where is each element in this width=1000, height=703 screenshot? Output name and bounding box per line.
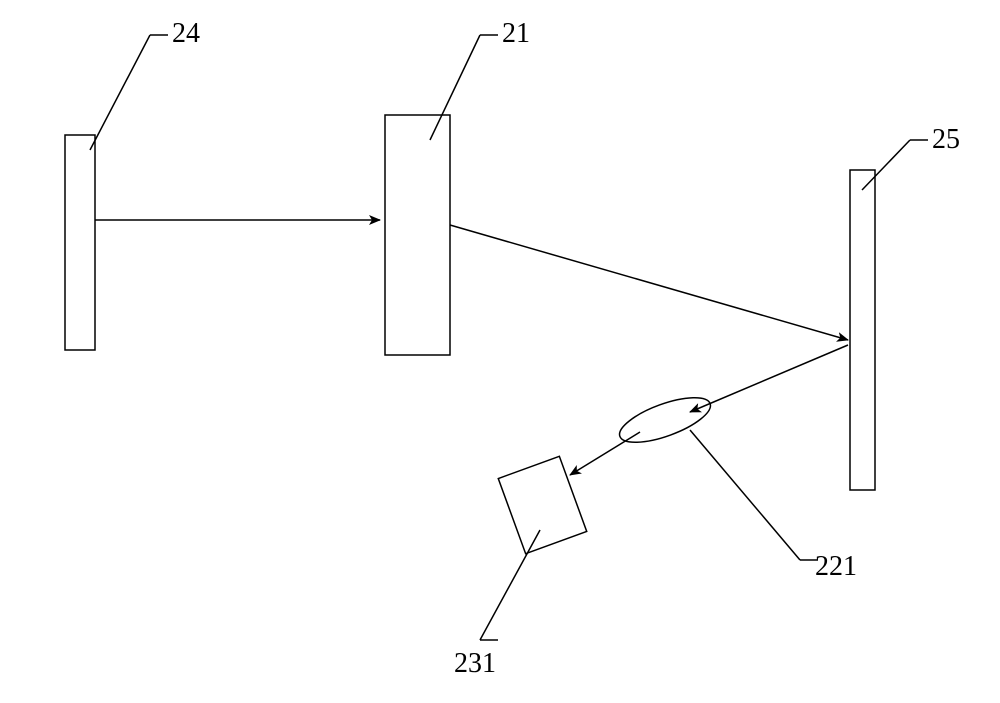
arrow-21-to-25 [450,225,848,340]
arrow-221-to-231 [570,432,640,475]
block-231-group [498,456,586,553]
label-231: 231 [454,648,496,679]
label-24: 24 [172,18,200,49]
leader-24 [90,35,168,150]
block-21 [385,115,450,355]
label-221: 221 [815,551,857,582]
block-25 [850,170,875,490]
label-21: 21 [502,18,530,49]
block-24 [65,135,95,350]
leader-221 [690,430,818,560]
block-231 [498,456,586,553]
leader-21 [430,35,498,140]
leader-25 [862,140,928,190]
label-25: 25 [932,124,960,155]
leader-231 [480,530,540,640]
arrow-25-to-221 [690,345,848,412]
diagram-canvas: 24 21 25 221 231 [0,0,1000,703]
